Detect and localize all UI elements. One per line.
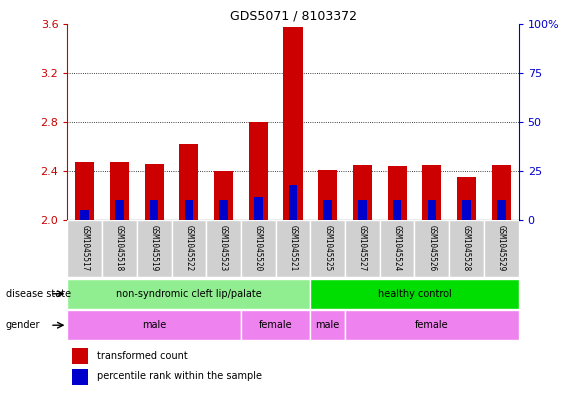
Bar <box>428 200 436 220</box>
Bar <box>110 162 129 220</box>
Bar <box>345 220 380 277</box>
Text: GSM1045520: GSM1045520 <box>254 226 263 272</box>
Bar <box>323 200 332 220</box>
Text: disease state: disease state <box>6 289 71 299</box>
Bar <box>497 200 506 220</box>
Bar <box>275 220 311 277</box>
Text: GSM1045523: GSM1045523 <box>219 226 228 272</box>
Bar <box>241 310 311 340</box>
Text: GSM1045522: GSM1045522 <box>185 226 193 272</box>
Bar <box>80 210 89 220</box>
Text: GSM1045517: GSM1045517 <box>80 226 89 272</box>
Bar <box>318 170 338 220</box>
Text: GSM1045524: GSM1045524 <box>393 226 401 272</box>
Text: non-syndromic cleft lip/palate: non-syndromic cleft lip/palate <box>116 289 262 299</box>
Text: GSM1045528: GSM1045528 <box>462 226 471 272</box>
Bar <box>358 200 367 220</box>
Bar <box>484 220 519 277</box>
Bar <box>462 200 471 220</box>
Bar <box>423 165 441 220</box>
Text: gender: gender <box>6 320 40 330</box>
Text: GSM1045529: GSM1045529 <box>497 226 506 272</box>
Text: GSM1045525: GSM1045525 <box>323 226 332 272</box>
Text: GSM1045518: GSM1045518 <box>115 226 124 272</box>
Text: percentile rank within the sample: percentile rank within the sample <box>97 371 262 382</box>
Bar <box>311 310 345 340</box>
Text: healthy control: healthy control <box>377 289 451 299</box>
Bar <box>311 220 345 277</box>
Bar <box>311 279 519 309</box>
Bar <box>214 171 233 220</box>
Bar <box>179 144 199 220</box>
Bar <box>75 162 94 220</box>
Text: GSM1045526: GSM1045526 <box>427 226 437 272</box>
Bar <box>380 220 414 277</box>
Text: female: female <box>259 320 292 330</box>
Bar <box>353 165 372 220</box>
Bar <box>345 310 519 340</box>
Text: GDS5071 / 8103372: GDS5071 / 8103372 <box>230 10 356 23</box>
Text: GSM1045527: GSM1045527 <box>358 226 367 272</box>
Text: transformed count: transformed count <box>97 351 188 361</box>
Bar <box>115 200 124 220</box>
Bar <box>67 220 102 277</box>
Bar <box>284 27 302 220</box>
Text: GSM1045519: GSM1045519 <box>149 226 159 272</box>
Bar <box>241 220 275 277</box>
Bar <box>102 220 137 277</box>
Text: male: male <box>316 320 340 330</box>
Bar <box>414 220 449 277</box>
Bar <box>393 200 401 220</box>
Bar <box>387 166 407 220</box>
Text: female: female <box>415 320 449 330</box>
Text: GSM1045521: GSM1045521 <box>288 226 298 272</box>
Bar <box>67 310 241 340</box>
Bar <box>289 185 297 220</box>
Bar <box>219 200 228 220</box>
Bar <box>150 200 158 220</box>
Text: male: male <box>142 320 166 330</box>
Bar <box>492 165 511 220</box>
Bar <box>72 369 88 384</box>
Bar <box>254 196 263 220</box>
Bar <box>185 200 193 220</box>
Bar <box>457 177 476 220</box>
Bar <box>145 163 163 220</box>
Bar <box>67 279 311 309</box>
Bar <box>72 348 88 364</box>
Bar <box>137 220 172 277</box>
Bar <box>449 220 484 277</box>
Bar <box>248 122 268 220</box>
Bar <box>206 220 241 277</box>
Bar <box>172 220 206 277</box>
